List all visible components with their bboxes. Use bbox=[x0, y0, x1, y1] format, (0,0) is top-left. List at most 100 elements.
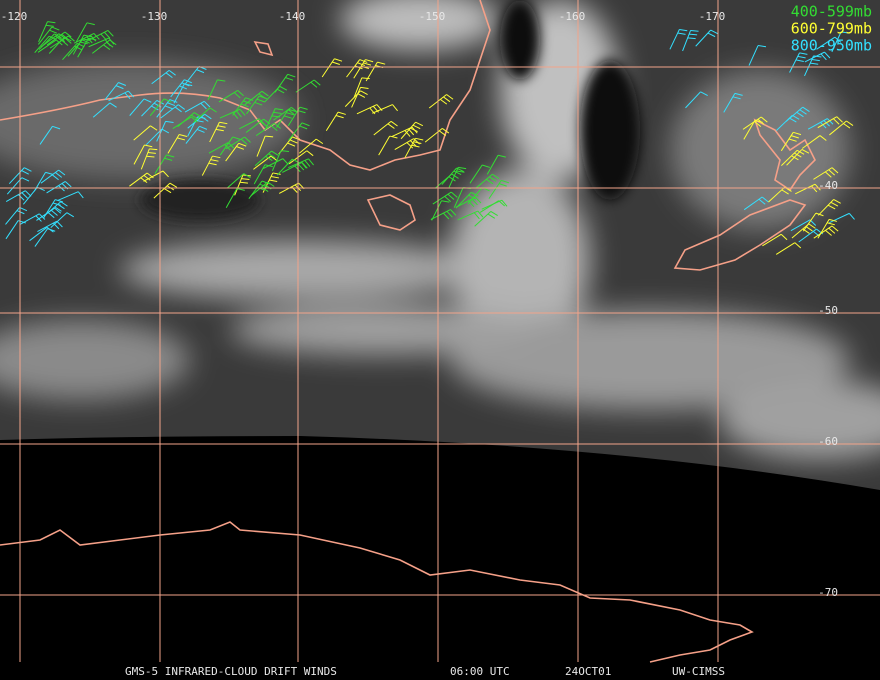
barb-staff bbox=[67, 39, 83, 57]
barb-feather bbox=[387, 123, 395, 129]
barb-feather bbox=[299, 125, 308, 130]
longitude-label: -120 bbox=[1, 10, 28, 23]
wind-barb bbox=[271, 150, 289, 172]
barb-feather bbox=[47, 228, 56, 232]
barb-feather bbox=[54, 207, 62, 214]
wind-barb bbox=[6, 177, 30, 195]
barb-feather bbox=[820, 122, 827, 129]
barb-feather bbox=[456, 170, 465, 173]
barb-feather bbox=[287, 109, 295, 116]
barb-feather bbox=[801, 149, 810, 154]
barb-feather bbox=[471, 191, 479, 197]
barb-feather bbox=[161, 128, 170, 134]
barb-staff bbox=[173, 83, 185, 104]
wind-barb bbox=[140, 148, 158, 170]
barb-feather bbox=[687, 37, 696, 40]
barb-feather bbox=[805, 226, 813, 232]
barb-feather bbox=[269, 179, 278, 182]
barb-feather bbox=[448, 176, 456, 182]
barb-feather bbox=[450, 209, 457, 216]
barb-feather bbox=[165, 72, 173, 78]
barb-feather bbox=[758, 198, 766, 205]
wind-barb bbox=[129, 98, 152, 116]
barb-feather bbox=[263, 118, 271, 125]
barb-feather bbox=[258, 118, 265, 125]
barb-feather bbox=[497, 154, 506, 158]
wind-barb bbox=[276, 108, 297, 129]
barb-staff bbox=[92, 102, 111, 118]
barb-feather bbox=[301, 162, 308, 169]
barb-feather bbox=[215, 128, 224, 132]
barb-feather bbox=[104, 31, 111, 39]
barb-feather bbox=[406, 142, 414, 149]
barb-feather bbox=[276, 88, 285, 94]
barb-staff bbox=[253, 164, 266, 185]
wind-barb bbox=[455, 196, 482, 208]
cloud-imagery bbox=[0, 0, 880, 490]
wind-barb bbox=[400, 121, 424, 140]
barb-staff bbox=[48, 36, 65, 54]
barb-feather bbox=[177, 104, 186, 110]
lat-lon-grid: -120 -130 -140 -150 -160 -170 -40 -50 -60 -70 bbox=[0, 0, 880, 662]
wind-barb bbox=[373, 120, 398, 136]
barb-feather bbox=[61, 33, 69, 40]
barb-feather bbox=[66, 212, 74, 218]
latitude-label: -40 bbox=[818, 179, 838, 192]
wind-barb bbox=[457, 210, 484, 221]
wind-barb bbox=[474, 210, 498, 227]
barb-feather bbox=[259, 95, 267, 100]
barb-feather bbox=[781, 189, 789, 195]
barb-feather bbox=[372, 105, 379, 113]
barb-feather bbox=[369, 107, 376, 115]
barb-feather bbox=[820, 53, 827, 61]
wind-barb bbox=[469, 164, 490, 184]
barb-feather bbox=[376, 104, 383, 111]
wind-barb bbox=[39, 125, 61, 145]
barb-feather bbox=[679, 28, 688, 32]
barb-feather bbox=[830, 201, 839, 207]
barb-feather bbox=[124, 92, 131, 100]
barb-feather bbox=[86, 22, 95, 26]
barb-staff bbox=[378, 135, 391, 156]
wind-barb bbox=[37, 26, 60, 45]
barb-feather bbox=[337, 111, 346, 115]
barb-feather bbox=[118, 82, 127, 86]
barb-feather bbox=[794, 242, 802, 249]
barb-feather bbox=[392, 104, 398, 112]
barb-feather bbox=[360, 86, 369, 90]
barb-feather bbox=[335, 115, 344, 119]
barb-feather bbox=[24, 167, 32, 172]
wind-barb bbox=[156, 120, 174, 142]
barb-staff bbox=[801, 135, 821, 149]
barb-staff bbox=[271, 150, 282, 172]
barb-feather bbox=[238, 142, 247, 147]
barb-feather bbox=[791, 155, 799, 161]
wind-barb bbox=[802, 212, 824, 232]
barb-feather bbox=[45, 24, 54, 27]
barb-feather bbox=[77, 191, 84, 199]
barb-staff bbox=[431, 200, 442, 221]
barb-feather bbox=[140, 177, 148, 184]
barb-feather bbox=[18, 194, 25, 201]
barb-feather bbox=[810, 62, 819, 65]
barb-feather bbox=[413, 138, 420, 145]
barb-feather bbox=[272, 172, 281, 175]
wind-barb bbox=[695, 29, 718, 47]
wind-barb bbox=[430, 209, 457, 220]
wind-barb bbox=[372, 104, 398, 114]
wind-barb bbox=[185, 125, 208, 144]
barb-feather bbox=[411, 126, 418, 134]
barb-feather bbox=[815, 212, 824, 217]
barb-feather bbox=[236, 188, 245, 191]
barb-feather bbox=[819, 135, 827, 141]
barb-feather bbox=[444, 196, 452, 203]
barb-feather bbox=[789, 117, 797, 123]
barb-feather bbox=[501, 179, 510, 184]
wind-barb bbox=[479, 200, 506, 213]
barb-feather bbox=[64, 31, 72, 38]
barb-feather bbox=[440, 98, 448, 105]
wind-barb bbox=[77, 37, 97, 58]
barb-feather bbox=[203, 100, 211, 108]
barb-staff bbox=[77, 37, 89, 58]
barb-feather bbox=[377, 61, 386, 65]
